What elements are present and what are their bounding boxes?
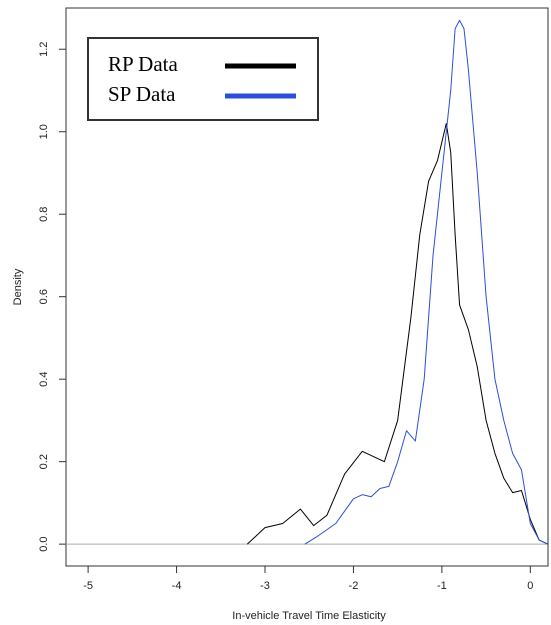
y-tick-label: 0.4 xyxy=(38,372,50,387)
y-tick-label: 0.0 xyxy=(38,536,50,551)
x-tick-label: 0 xyxy=(527,580,533,592)
x-axis-label: In-vehicle Travel Time Elasticity xyxy=(232,610,386,622)
legend: RP Data SP Data xyxy=(87,37,319,121)
legend-box xyxy=(87,37,319,121)
x-tick-label: -3 xyxy=(260,580,270,592)
x-tick-label: -2 xyxy=(349,580,359,592)
y-tick-label: 0.2 xyxy=(38,454,50,469)
x-tick-label: -1 xyxy=(437,580,447,592)
density-line xyxy=(246,122,549,545)
x-tick-label: -5 xyxy=(83,580,93,592)
plot-frame xyxy=(65,7,549,567)
y-tick-label: 0.8 xyxy=(38,207,50,222)
y-tick-label: 0.6 xyxy=(38,289,50,304)
density-line xyxy=(304,19,549,545)
y-tick-label: 1.2 xyxy=(38,42,50,57)
legend-label: RP Data xyxy=(108,52,178,76)
y-tick-label: 1.0 xyxy=(38,124,50,139)
x-tick-label: -4 xyxy=(172,580,182,592)
legend-label: SP Data xyxy=(108,82,176,106)
y-axis-label: Density xyxy=(12,268,24,305)
